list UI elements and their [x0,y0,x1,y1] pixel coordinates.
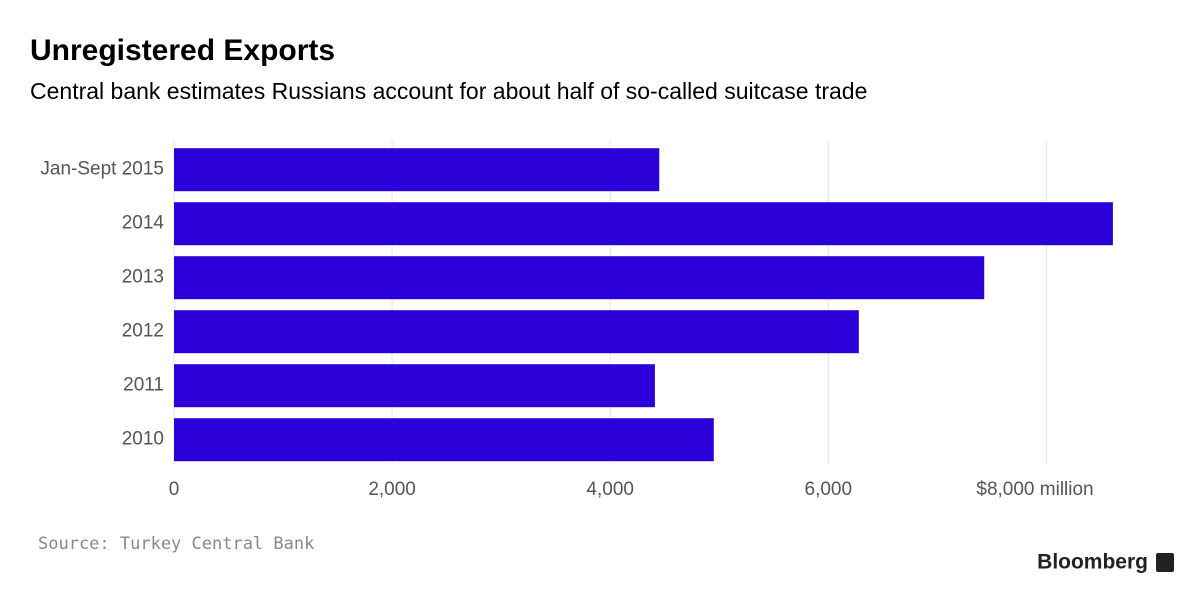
bar [174,364,655,408]
x-tick-label: 4,000 [586,479,634,500]
y-tick-label: 2010 [122,429,164,450]
y-tick-label: Jan-Sept 2015 [40,159,164,180]
chart-subtitle: Central bank estimates Russians account … [30,78,867,104]
bar [174,202,1113,246]
x-tick-label: 6,000 [805,479,853,500]
y-tick-label: 2013 [122,267,164,288]
y-tick-label: 2014 [122,213,165,234]
y-tick-label: 2011 [123,375,164,396]
x-tick-label: 0 [169,479,180,500]
x-tick-label: $8,000 million [976,479,1093,500]
bar [174,418,714,462]
bar [174,256,985,300]
bar [174,148,660,192]
brand-icon [1156,553,1174,572]
x-tick-label: 2,000 [368,479,416,500]
plot-area: 0 2,000 4,000 6,000 $8,000 million Jan-Sept 2… [40,140,1113,500]
bar [174,310,859,354]
source-note: Source: Turkey Central Bank [38,534,314,554]
chart-title: Unregistered Exports [30,34,335,67]
y-tick-label: 2012 [122,321,164,342]
brand-logo: Bloomberg [1037,551,1148,574]
